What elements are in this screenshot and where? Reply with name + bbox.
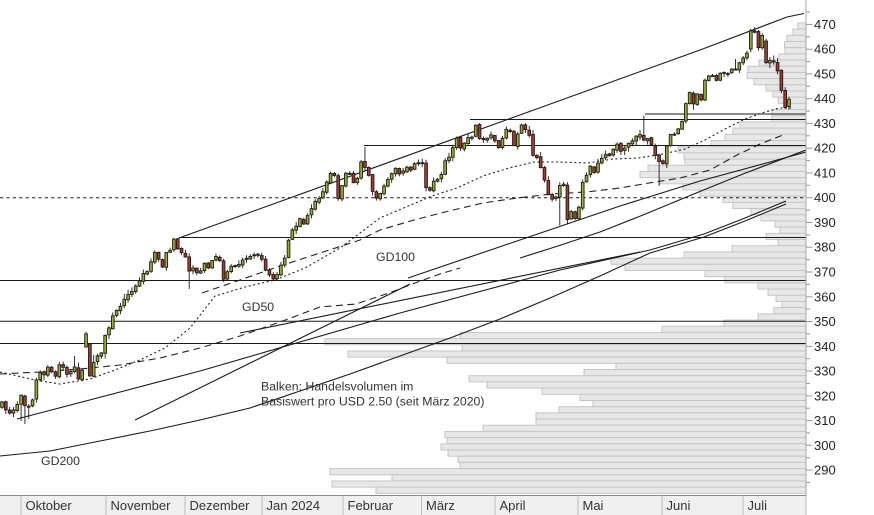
svg-text:Mai: Mai: [583, 498, 604, 513]
svg-text:310: 310: [814, 413, 836, 428]
svg-text:Dezember: Dezember: [190, 498, 251, 513]
svg-text:Juli: Juli: [748, 498, 768, 513]
svg-text:Jan 2024: Jan 2024: [267, 498, 321, 513]
svg-text:Balken: Handelsvolumen im: Balken: Handelsvolumen im: [261, 380, 413, 394]
svg-text:Basiswert pro USD 2.50 (seit M: Basiswert pro USD 2.50 (seit März 2020): [261, 395, 484, 409]
svg-text:470: 470: [814, 17, 836, 32]
svg-text:370: 370: [814, 265, 836, 280]
svg-text:460: 460: [814, 42, 836, 57]
svg-text:450: 450: [814, 66, 836, 81]
svg-text:Oktober: Oktober: [26, 498, 73, 513]
svg-text:440: 440: [814, 91, 836, 106]
svg-text:März: März: [426, 498, 455, 513]
svg-text:GD50: GD50: [242, 300, 274, 314]
svg-text:320: 320: [814, 388, 836, 403]
svg-text:430: 430: [814, 116, 836, 131]
svg-text:350: 350: [814, 314, 836, 329]
svg-text:340: 340: [814, 339, 836, 354]
svg-text:380: 380: [814, 240, 836, 255]
svg-text:410: 410: [814, 166, 836, 181]
svg-text:Februar: Februar: [348, 498, 394, 513]
svg-text:330: 330: [814, 364, 836, 379]
svg-text:November: November: [111, 498, 172, 513]
svg-text:GD100: GD100: [376, 250, 415, 264]
svg-text:360: 360: [814, 289, 836, 304]
svg-text:April: April: [500, 498, 526, 513]
svg-text:420: 420: [814, 141, 836, 156]
svg-text:GD200: GD200: [41, 454, 80, 468]
svg-text:400: 400: [814, 190, 836, 205]
svg-text:390: 390: [814, 215, 836, 230]
svg-text:300: 300: [814, 438, 836, 453]
svg-text:Juni: Juni: [667, 498, 691, 513]
svg-text:290: 290: [814, 463, 836, 478]
